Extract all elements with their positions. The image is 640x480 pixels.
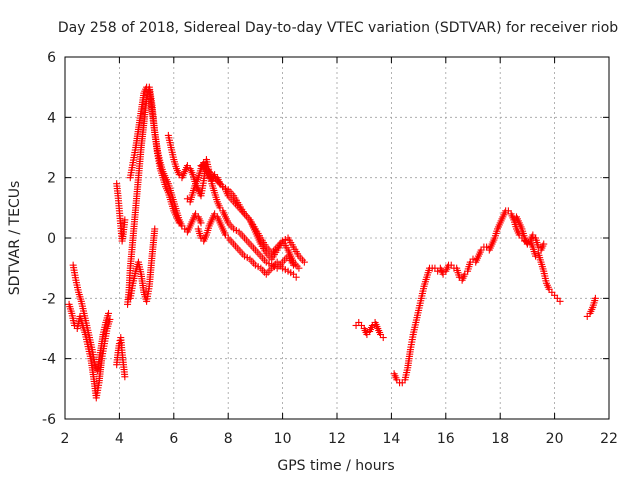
y-tick-label: -4 bbox=[42, 352, 56, 368]
chart-title: Day 258 of 2018, Sidereal Day-to-day VTE… bbox=[58, 20, 618, 36]
x-tick-label: 2 bbox=[61, 431, 70, 447]
data-point bbox=[540, 240, 548, 248]
y-tick-label: 4 bbox=[47, 110, 56, 126]
data-point bbox=[292, 273, 300, 281]
data-point bbox=[295, 264, 303, 272]
data-point bbox=[300, 258, 308, 266]
x-tick-label: 16 bbox=[437, 431, 455, 447]
x-tick-label: 14 bbox=[382, 431, 400, 447]
x-tick-label: 8 bbox=[224, 431, 233, 447]
y-axis-ticks: -6 -4 -2 0 2 4 6 bbox=[42, 50, 609, 428]
x-tick-label: 4 bbox=[115, 431, 124, 447]
x-tick-label: 22 bbox=[600, 431, 618, 447]
data-point bbox=[105, 309, 113, 317]
data-points bbox=[65, 83, 599, 402]
x-tick-label: 10 bbox=[274, 431, 292, 447]
x-tick-label: 12 bbox=[328, 431, 346, 447]
data-point bbox=[197, 219, 205, 227]
x-tick-label: 6 bbox=[169, 431, 178, 447]
y-tick-label: 2 bbox=[47, 171, 56, 187]
y-axis-label: SDTVAR / TECUs bbox=[7, 181, 23, 296]
data-point bbox=[151, 225, 159, 233]
x-axis-label: GPS time / hours bbox=[277, 458, 394, 474]
y-tick-label: 0 bbox=[47, 231, 56, 247]
y-tick-label: -2 bbox=[42, 291, 56, 307]
y-tick-label: 6 bbox=[47, 50, 56, 66]
y-tick-label: -6 bbox=[42, 412, 56, 428]
data-point bbox=[591, 294, 599, 302]
data-point bbox=[379, 334, 387, 342]
grid bbox=[65, 57, 609, 419]
x-tick-label: 18 bbox=[491, 431, 509, 447]
data-point bbox=[121, 373, 129, 381]
x-axis-ticks: 2 4 6 8 10 12 14 16 18 20 22 bbox=[61, 57, 618, 447]
x-tick-label: 20 bbox=[546, 431, 564, 447]
data-point bbox=[121, 216, 129, 224]
data-point bbox=[556, 297, 564, 305]
